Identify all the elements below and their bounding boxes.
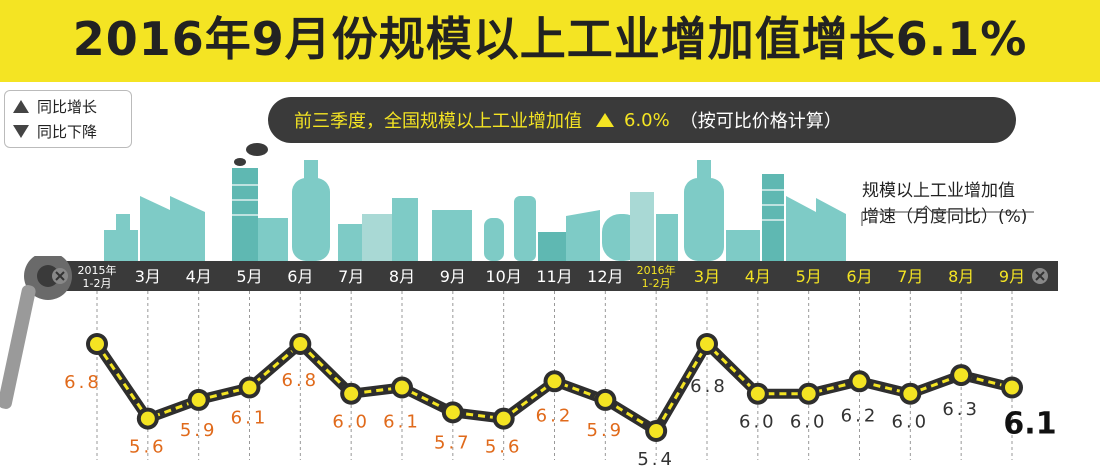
summary-bubble: 前三季度，全国规模以上工业增加值 6.0% （按可比价格计算）: [268, 97, 1016, 143]
summary-prefix: 前三季度，全国规模以上工业增加值: [294, 111, 582, 132]
data-point-core: [293, 337, 308, 351]
x-tick-label-year: 2016年: [637, 263, 676, 277]
legend-down-label: 同比下降: [37, 123, 98, 141]
x-tick-label: 9月: [999, 267, 1025, 286]
x-tick-label: 3月: [135, 267, 161, 286]
down-triangle-icon: [13, 125, 29, 138]
thought-dot-small: [234, 158, 246, 166]
data-point-core: [140, 411, 155, 426]
data-points: [86, 333, 1023, 442]
summary-value: 6.0%: [624, 109, 670, 131]
x-tick-label: 4月: [745, 267, 771, 286]
x-tick-label: 11月: [536, 267, 572, 286]
x-tick-label: 8月: [948, 267, 974, 286]
data-label: 5.9: [587, 420, 625, 441]
data-label: 6.0: [892, 412, 930, 433]
data-point-core: [344, 386, 359, 401]
data-label: 5.9: [180, 420, 218, 441]
data-label: 6.8: [690, 376, 728, 397]
thought-dot-large: [246, 143, 268, 156]
legend-box: 同比增长 同比下降: [4, 90, 132, 148]
wrench-icon: [0, 256, 72, 409]
x-tick-label: 9月: [440, 267, 466, 286]
data-point-core: [750, 386, 765, 401]
data-point-core: [547, 374, 562, 389]
data-label: 6.0: [790, 412, 828, 433]
data-label: 5.6: [485, 437, 523, 458]
series-label-callout: [861, 205, 1034, 226]
data-point-core: [954, 368, 969, 383]
x-tick-label: 5月: [796, 267, 822, 286]
data-label: 5.7: [434, 432, 472, 453]
data-label: 5.6: [129, 437, 167, 458]
bolt-cross: [55, 271, 65, 281]
data-point-core: [496, 411, 511, 426]
series-label-line1: 规模以上工业增加值: [862, 181, 1015, 201]
page-title: 2016年9月份规模以上工业增加值增长6.1%: [72, 12, 1028, 66]
data-label: 6.3: [942, 399, 980, 420]
summary-suffix: （按可比价格计算）: [679, 111, 842, 132]
x-tick-label: 4月: [186, 267, 212, 286]
data-point-core: [801, 386, 816, 401]
data-label: 6.8: [64, 372, 102, 393]
data-point-core: [700, 337, 714, 351]
data-point-core: [445, 405, 460, 420]
data-point-core: [90, 337, 104, 351]
x-tick-label: 8月: [389, 267, 415, 286]
data-label: 6.8: [282, 370, 320, 391]
increase-arrow-icon: [596, 113, 614, 127]
data-label: 6.2: [841, 405, 879, 426]
bolt-cross: [1035, 271, 1045, 281]
data-label: 6.2: [536, 405, 574, 426]
axis-bolts: [52, 268, 1048, 284]
data-labels: 6.8 5.6 5.9 6.1 6.8 6.0 6.1 5.7 5.6 6.2 5.9 5.4 6.8 6…: [64, 370, 1056, 466]
x-tick-label-months: 1-2月: [642, 277, 671, 290]
data-label: 6.1: [1003, 407, 1056, 442]
x-tick-label: 6月: [846, 267, 872, 286]
data-point-core: [395, 380, 409, 395]
data-point-core: [852, 374, 867, 389]
data-point-core: [903, 386, 918, 401]
data-point-core: [191, 392, 206, 407]
legend-down: 同比下降: [13, 121, 97, 142]
data-label: 5.4: [637, 449, 675, 466]
month-axis-bar: [44, 261, 1058, 291]
x-tick-label: 12月: [587, 267, 623, 286]
data-point-core: [649, 424, 664, 438]
data-label: 6.0: [332, 412, 370, 433]
data-label: 6.0: [739, 412, 777, 433]
data-point-core: [598, 392, 613, 407]
legend-up-label: 同比增长: [37, 98, 98, 116]
title-band: [0, 0, 1100, 82]
x-tick-label: 5月: [236, 267, 262, 286]
up-triangle-icon: [13, 100, 29, 113]
x-tick-label: 7月: [897, 267, 923, 286]
x-tick-label-months: 1-2月: [83, 277, 112, 290]
data-label: 6.1: [231, 408, 269, 429]
data-point-core: [242, 380, 257, 395]
guide-lines: [96, 291, 1013, 460]
x-tick-label-year: 2015年: [78, 263, 117, 277]
x-tick-label: 6月: [287, 267, 313, 286]
data-label: 6.1: [383, 412, 421, 433]
x-tick-label: 3月: [694, 267, 720, 286]
data-point-core: [1005, 380, 1019, 395]
x-tick-label: 10月: [485, 267, 521, 286]
x-tick-label: 7月: [338, 267, 364, 286]
legend-up: 同比增长: [13, 96, 97, 117]
